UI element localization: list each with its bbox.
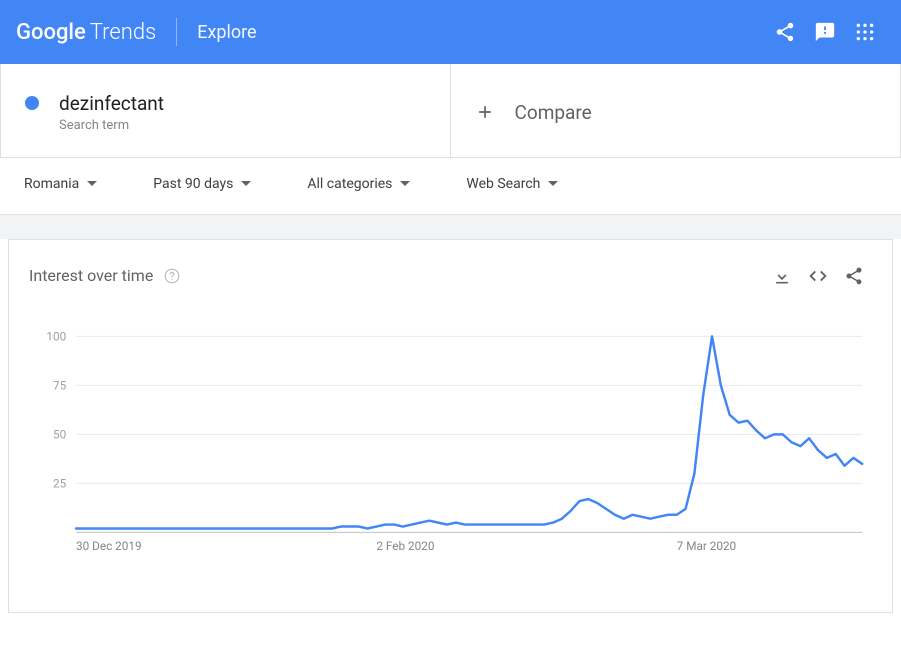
interest-over-time-card: Interest over time 25507510030 Dec 20192… (8, 239, 893, 613)
svg-text:75: 75 (53, 378, 67, 392)
card-title: Interest over time (29, 266, 153, 285)
chart-wrap: 25 50 75 100 30 Dec 2019 2 Feb 2020 7 Mar 2020 (9, 312, 892, 612)
filter-time-label: Past 90 days (153, 176, 233, 192)
embed-icon[interactable] (800, 258, 836, 294)
search-term-sub: Search term (59, 118, 164, 133)
svg-text:50: 50 (53, 427, 66, 441)
term-color-dot (25, 96, 39, 110)
interest-line-chart: 25 50 75 100 30 Dec 2019 2 Feb 2020 7 Mar 2020 (29, 324, 872, 584)
download-csv-icon[interactable] (764, 258, 800, 294)
explore-link[interactable]: Explore (197, 22, 256, 43)
logo-trends-text: Trends (90, 20, 156, 45)
logo-google-text: Google (16, 20, 86, 45)
chevron-down-icon (87, 181, 97, 186)
filter-searchtype[interactable]: Web Search (466, 176, 558, 192)
filter-searchtype-label: Web Search (466, 176, 540, 192)
svg-text:7 Mar 2020: 7 Mar 2020 (677, 539, 736, 553)
share-card-icon[interactable] (836, 258, 872, 294)
filter-time[interactable]: Past 90 days (153, 176, 251, 192)
apps-grid-icon[interactable] (845, 12, 885, 52)
svg-text:2 Feb 2020: 2 Feb 2020 (376, 539, 434, 553)
svg-text:25: 25 (53, 476, 67, 490)
compare-label: Compare (515, 101, 592, 124)
search-term-text: dezinfectant (59, 92, 164, 116)
card-header: Interest over time (9, 240, 892, 312)
app-header: Google Trends Explore (0, 0, 901, 64)
chevron-down-icon (548, 181, 558, 186)
svg-text:30 Dec 2019: 30 Dec 2019 (76, 539, 142, 553)
header-divider (176, 18, 177, 46)
google-trends-logo[interactable]: Google Trends (16, 20, 156, 45)
plus-icon (475, 102, 495, 122)
add-compare-card[interactable]: Compare (451, 64, 901, 157)
search-term-card[interactable]: dezinfectant Search term (0, 64, 451, 157)
help-icon[interactable] (163, 267, 181, 285)
filter-region-label: Romania (24, 176, 79, 192)
chevron-down-icon (400, 181, 410, 186)
term-row: dezinfectant Search term Compare (0, 64, 901, 158)
svg-text:100: 100 (46, 329, 66, 343)
filter-row: Romania Past 90 days All categories Web … (0, 158, 901, 215)
filter-region[interactable]: Romania (24, 176, 97, 192)
share-icon[interactable] (765, 12, 805, 52)
chevron-down-icon (241, 181, 251, 186)
section-gap (0, 215, 901, 239)
feedback-icon[interactable] (805, 12, 845, 52)
filter-category-label: All categories (307, 176, 392, 192)
filter-category[interactable]: All categories (307, 176, 410, 192)
